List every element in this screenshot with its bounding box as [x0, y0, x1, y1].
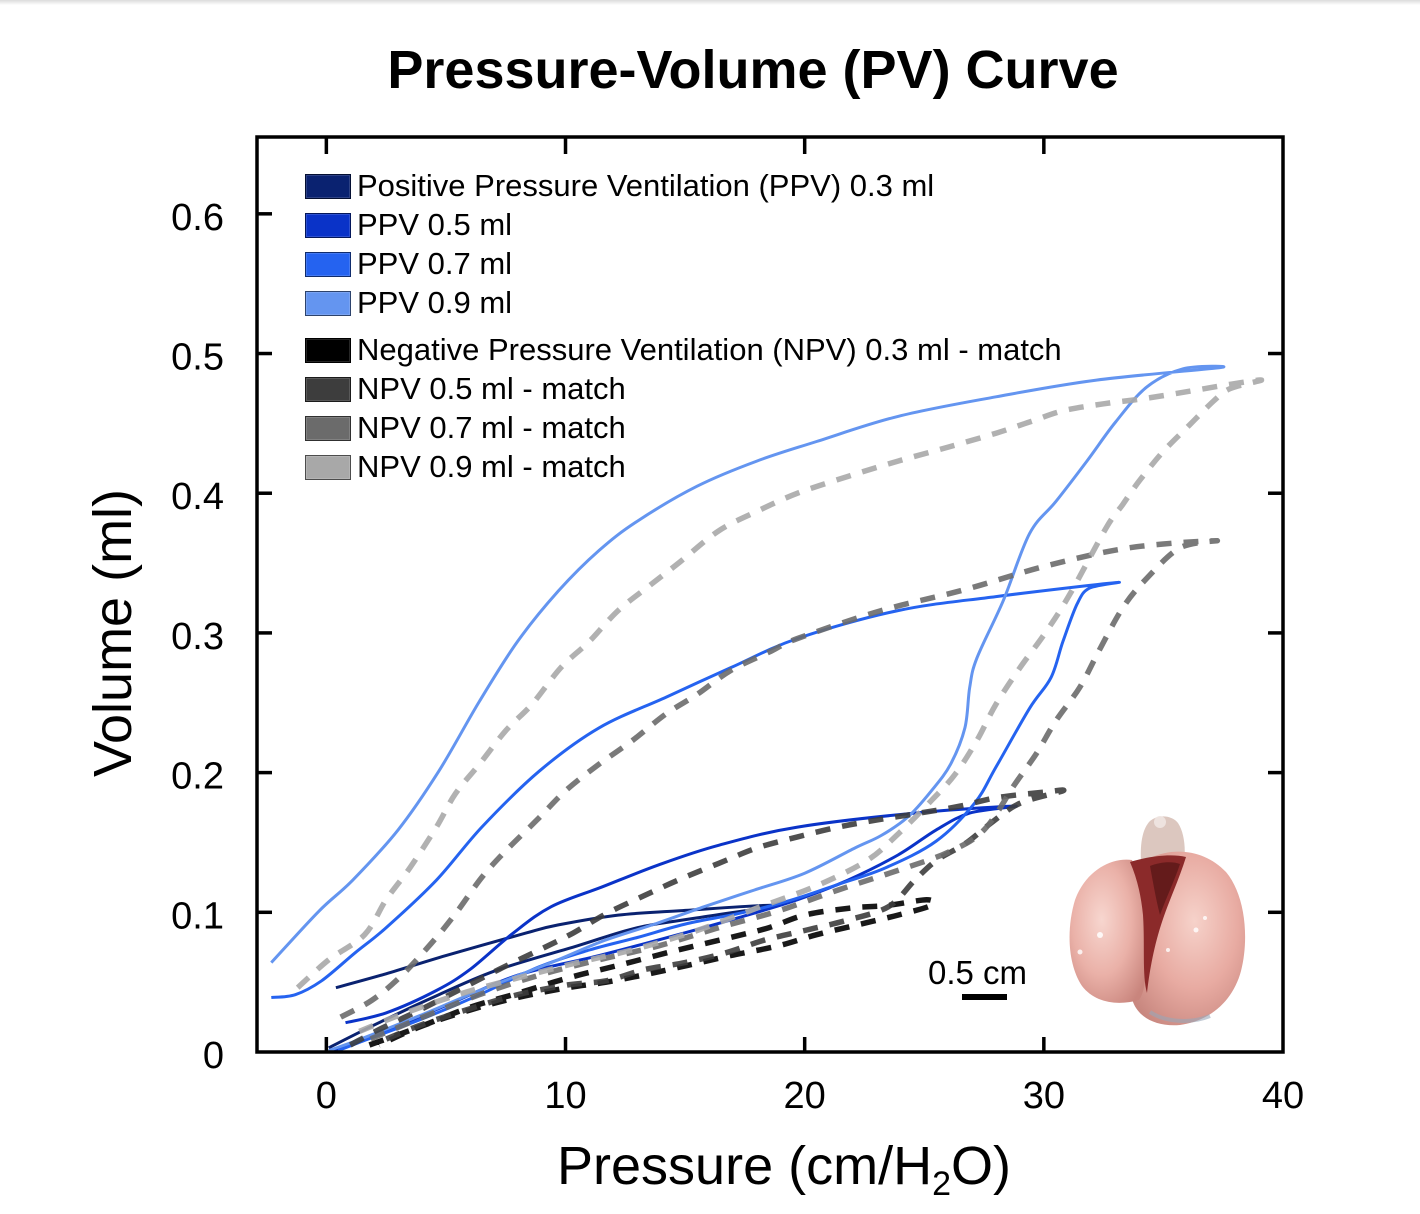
x-tick-label: 0 [316, 1075, 337, 1117]
scale-bar-label: 0.5 cm [928, 954, 1027, 991]
lung-edge-shadow [1148, 1010, 1211, 1023]
legend-item-ppv-0-3: Positive Pressure Ventilation (PPV) 0.3 … [305, 168, 935, 203]
lung-highlight [1166, 948, 1170, 952]
legend-item-ppv-0-7: PPV 0.7 ml [305, 246, 513, 281]
legend-label: PPV 0.5 ml [357, 207, 513, 242]
lung-highlight [1154, 816, 1166, 828]
y-axis-label: Volume (ml) [83, 489, 143, 777]
legend-label: Positive Pressure Ventilation (PPV) 0.3 … [357, 168, 935, 203]
legend-item-npv-0-9: NPV 0.9 ml - match [305, 449, 626, 484]
x-axis-label-subscript: 2 [932, 1165, 951, 1203]
legend-swatch [305, 290, 351, 316]
x-axis-label: Pressure (cm/H2O) [557, 1136, 1011, 1203]
plot-frame [255, 135, 1285, 1054]
y-tick-label: 0.6 [171, 197, 224, 239]
y-tick-label: 0.4 [171, 476, 224, 518]
legend-swatch [305, 251, 351, 277]
chart-title: Pressure-Volume (PV) Curve [387, 40, 1118, 100]
lung-highlight [1077, 949, 1083, 955]
legend-item-npv-0-7: NPV 0.7 ml - match [305, 410, 626, 445]
lung-right-lobe [1132, 851, 1246, 1026]
lung-left-lobe [1069, 859, 1147, 1003]
x-tick-label: 30 [1023, 1075, 1065, 1117]
series-line-npv-0-9 [295, 377, 1265, 1038]
lung-highlight [1193, 927, 1199, 933]
legend-label: NPV 0.9 ml - match [357, 449, 626, 484]
legend-swatch [305, 376, 351, 402]
lung-photo [1069, 816, 1246, 1026]
legend-item-npv-0-5: NPV 0.5 ml - match [305, 371, 626, 406]
legend-swatch [305, 415, 351, 441]
x-tick-label: 40 [1262, 1075, 1304, 1117]
series-layer [270, 364, 1265, 1052]
legend-item-ppv-0-5: PPV 0.5 ml [305, 207, 513, 242]
lung-cleft-shadow [1150, 862, 1180, 915]
lung-cleft [1130, 855, 1186, 993]
series-line-npv-0-7 [339, 537, 1221, 1042]
scale-bar [962, 994, 1007, 1000]
y-tick-label: 0.2 [171, 756, 224, 798]
axis-ticks [257, 137, 1283, 1052]
x-tick-label: 10 [544, 1075, 586, 1117]
series-line-ppv-0-9 [270, 364, 1226, 1052]
legend-label: NPV 0.5 ml - match [357, 371, 626, 406]
x-axis-label-end: O) [951, 1136, 1011, 1196]
legend-label: NPV 0.7 ml - match [357, 410, 626, 445]
series-line-npv-0-3 [368, 896, 937, 1048]
window-top-edge [0, 0, 1420, 5]
lung-highlight [1097, 932, 1103, 938]
lung-trachea [1140, 816, 1185, 862]
series-line-ppv-0-7 [271, 580, 1121, 1052]
x-axis-label-main: Pressure (cm/H [557, 1136, 932, 1196]
legend-label: Negative Pressure Ventilation (NPV) 0.3 … [357, 332, 1062, 367]
y-tick-label: 0.5 [171, 337, 224, 379]
lung-highlight [1203, 916, 1207, 920]
legend-swatch [305, 454, 351, 480]
legend-swatch [305, 337, 351, 363]
legend-label: PPV 0.9 ml [357, 285, 513, 320]
legend-label: PPV 0.7 ml [357, 246, 513, 281]
y-tick-label: 0.3 [171, 616, 224, 658]
legend-item-ppv-0-9: PPV 0.9 ml [305, 285, 513, 320]
tick-labels: 0 0.1 0.2 0.3 0.4 0.5 0.6 0 10 20 30 40 [171, 197, 1304, 1117]
y-tick-label: 0 [203, 1035, 224, 1077]
legend-swatch [305, 212, 351, 238]
series-line-npv-0-5 [349, 787, 1067, 1048]
legend-swatch [305, 173, 351, 199]
x-tick-label: 20 [784, 1075, 826, 1117]
y-tick-label: 0.1 [171, 895, 224, 937]
legend-item-npv-0-3: Negative Pressure Ventilation (NPV) 0.3 … [305, 332, 1062, 367]
